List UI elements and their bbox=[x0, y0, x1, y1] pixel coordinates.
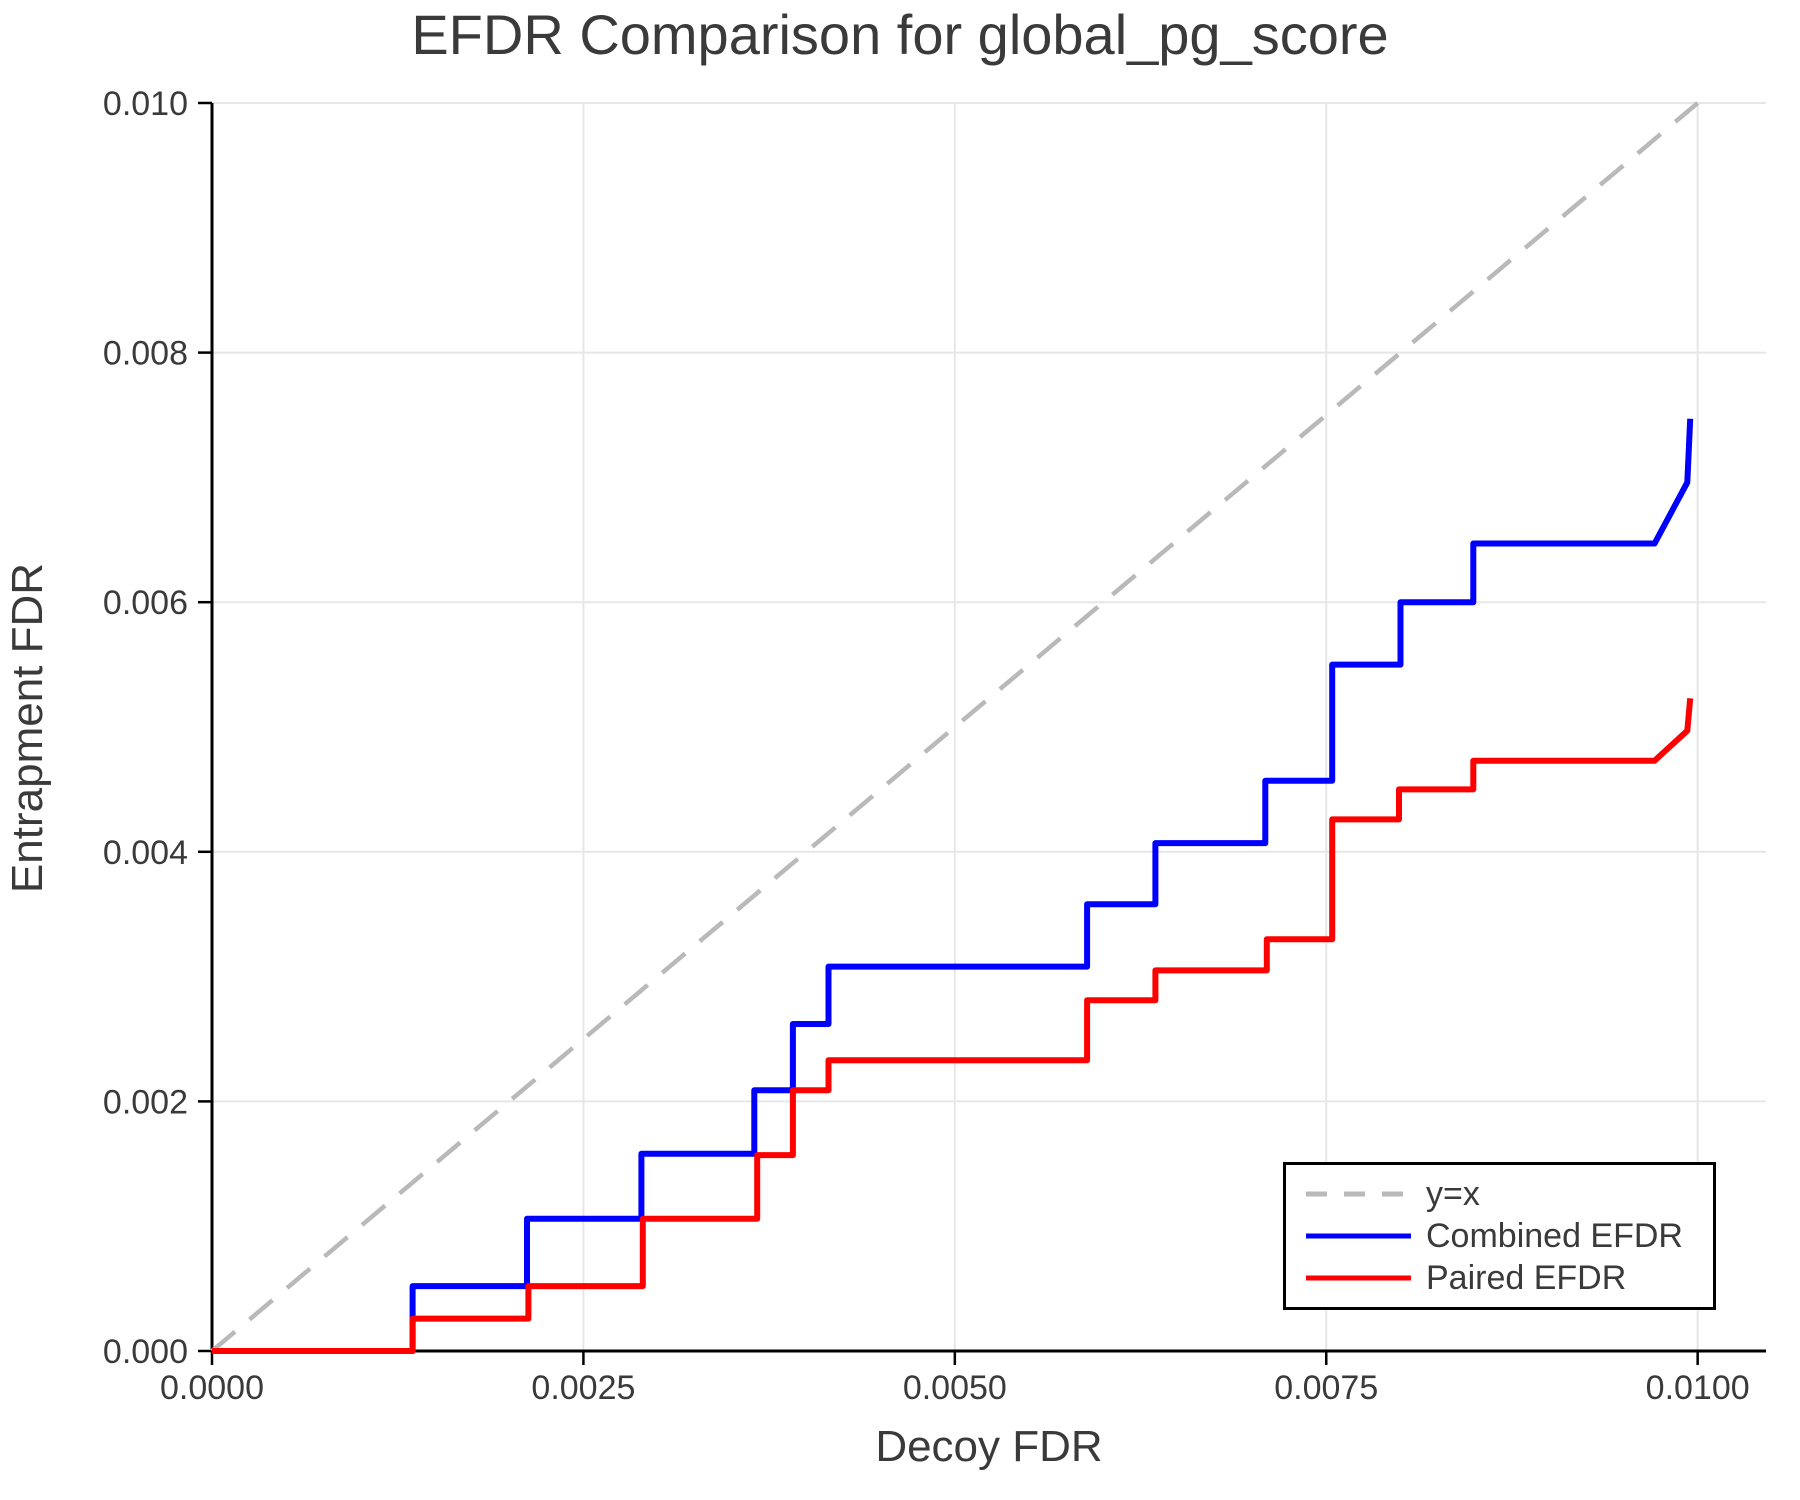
y-tick-label: 0.002 bbox=[103, 1083, 188, 1121]
legend-item-y-x: y=x bbox=[1306, 1173, 1713, 1215]
y-tick-label: 0.008 bbox=[103, 335, 188, 373]
legend-label: y=x bbox=[1426, 1175, 1480, 1213]
series-line-y-x bbox=[210, 101, 1700, 1353]
y-tick-label: 0.004 bbox=[103, 834, 188, 872]
series-line-combined-efdr bbox=[212, 418, 1694, 1354]
legend-line-paired-efdr bbox=[1306, 1275, 1411, 1281]
y-tick-label: 0.000 bbox=[103, 1333, 188, 1371]
x-axis-label: Decoy FDR bbox=[875, 1422, 1103, 1471]
legend-item-paired-efdr: Paired EFDR bbox=[1306, 1257, 1713, 1299]
chart-title: EFDR Comparison for global_pg_score bbox=[411, 3, 1389, 66]
legend-label: Combined EFDR bbox=[1426, 1217, 1683, 1255]
legend-line-y-x bbox=[1306, 1191, 1411, 1197]
y-axis-label: Entrapment FDR bbox=[3, 562, 52, 894]
legend: y=x Combined EFDR Paired EFDR bbox=[1283, 1162, 1716, 1310]
legend-item-combined-efdr: Combined EFDR bbox=[1306, 1215, 1713, 1257]
legend-label: Paired EFDR bbox=[1426, 1259, 1627, 1297]
series-line-paired-efdr bbox=[212, 698, 1694, 1354]
legend-line-combined-efdr bbox=[1306, 1233, 1411, 1239]
x-tick-label: 0.0075 bbox=[1274, 1369, 1378, 1407]
y-tick-label: 0.010 bbox=[103, 85, 188, 123]
x-tick-label: 0.0000 bbox=[160, 1369, 264, 1407]
x-tick-label: 0.0100 bbox=[1646, 1369, 1750, 1407]
x-tick-label: 0.0050 bbox=[903, 1369, 1007, 1407]
y-tick-label: 0.006 bbox=[103, 584, 188, 622]
x-tick-label: 0.0025 bbox=[531, 1369, 635, 1407]
